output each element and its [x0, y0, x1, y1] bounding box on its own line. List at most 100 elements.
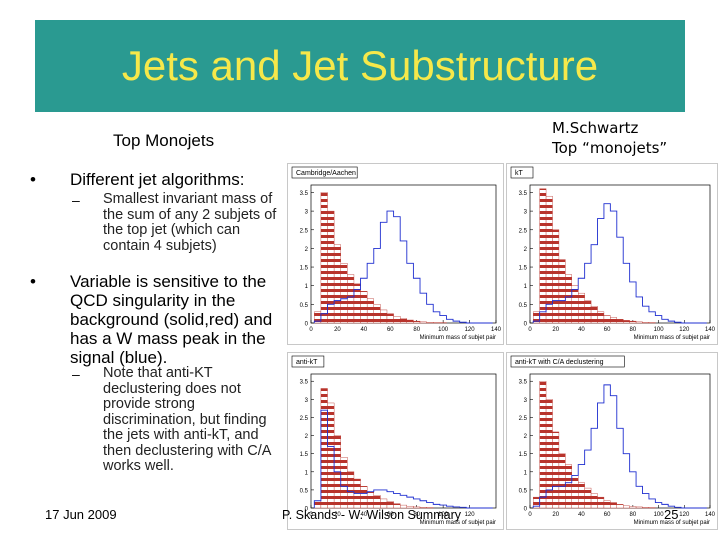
background-bar [380, 498, 388, 509]
y-tick-label: 1 [524, 284, 528, 290]
background-bar [552, 431, 560, 509]
bullet-1-text: Different jet algorithms: [70, 170, 245, 189]
y-tick-label: 3.5 [519, 191, 528, 197]
y-tick-label: 1 [305, 284, 309, 290]
x-tick-label: 60 [604, 512, 611, 518]
y-tick-label: 0.5 [519, 488, 528, 494]
footer-page-number: 25 [664, 507, 679, 522]
background-bar [610, 317, 617, 324]
bullet-marker-2: • [30, 272, 36, 291]
background-bar [360, 486, 368, 509]
x-tick-label: 20 [334, 512, 341, 518]
chart-label: kT [515, 170, 524, 177]
background-bar [380, 309, 388, 324]
background-bar [603, 500, 611, 509]
background-bar [629, 320, 637, 324]
x-tick-label: 60 [387, 327, 394, 333]
x-tick-label: 80 [630, 512, 637, 518]
background-bar [578, 482, 585, 509]
chart-panel-2: kT 0 0.5 1 1.5 2 2.5 3 3.5 0 20 40 60 80 100 120 140 Mini… [506, 163, 718, 345]
y-tick-label: 3 [524, 210, 528, 216]
background-bar [320, 192, 328, 324]
background-bar [590, 493, 598, 509]
background-bar [584, 300, 592, 324]
background-bar [327, 402, 335, 509]
x-tick-label: 60 [387, 512, 394, 518]
background-bar [642, 322, 650, 324]
chart-label-box [291, 355, 325, 368]
background-bar [571, 475, 579, 509]
y-tick-label: 1.5 [300, 266, 309, 272]
signal-line [532, 203, 707, 324]
background-bar [539, 188, 547, 324]
bullet-1-sub: Smallest invariant mass of the sum of an… [103, 191, 277, 254]
y-tick-label: 2.5 [300, 228, 309, 234]
x-tick-label: 40 [361, 327, 368, 333]
x-tick-label: 0 [528, 327, 532, 333]
background-bar [366, 298, 374, 324]
chart-label: anti-kT with C/A declustering [515, 359, 604, 366]
y-tick-label: 0 [305, 507, 309, 513]
credit-topic: Top “monojets” [552, 139, 668, 157]
x-tick-label: 20 [552, 512, 559, 518]
background-bar [360, 291, 368, 324]
y-tick-label: 2 [305, 434, 309, 440]
chart-label: Cambridge/Aachen [296, 170, 356, 177]
background-bar [347, 471, 355, 509]
x-tick-label: 20 [552, 327, 559, 333]
background-bar [616, 504, 624, 509]
y-tick-label: 2 [524, 434, 528, 440]
x-axis-label: Minimum mass of subjet pair [420, 520, 496, 526]
background-bar [314, 500, 322, 509]
background-bar [578, 292, 585, 324]
y-tick-label: 3 [305, 210, 309, 216]
y-tick-label: 2.5 [300, 416, 309, 422]
background-bar [393, 316, 401, 324]
background-bar [340, 457, 348, 509]
background-bar [603, 315, 611, 324]
y-tick-label: 1.5 [519, 266, 528, 272]
background-bar [366, 491, 374, 509]
y-tick-label: 0 [524, 507, 528, 513]
chart-panel-4: anti-kT with C/A declustering 0 0.5 1 1.5 2 2.… [506, 352, 718, 530]
slide-title: Jets and Jet Substructure [121, 42, 599, 89]
background-bar [320, 388, 328, 509]
background-bar [571, 285, 579, 324]
background-bar [565, 464, 572, 509]
x-tick-label: 80 [413, 327, 420, 333]
chart-label-box [510, 355, 625, 368]
y-tick-label: 1 [524, 470, 528, 476]
signal-line [313, 210, 493, 324]
y-tick-label: 3.5 [519, 380, 528, 386]
x-tick-label: 80 [413, 512, 420, 518]
background-bar [545, 399, 553, 509]
x-tick-label: 120 [679, 327, 690, 333]
x-tick-label: 140 [705, 512, 716, 518]
chart-panel-1: Cambridge/Aachen 0 0.5 1 1.5 2 2.5 3 3.5 0 20 40 60 8… [287, 163, 504, 345]
x-tick-label: 100 [654, 512, 665, 518]
x-axis-label: Minimum mass of subjet pair [634, 335, 710, 341]
signal-line [532, 384, 707, 509]
x-tick-label: 0 [528, 512, 532, 518]
chart-label-box [510, 166, 534, 179]
background-bar [333, 244, 341, 324]
x-tick-label: 0 [309, 512, 313, 518]
x-tick-label: 40 [361, 512, 368, 518]
x-tick-label: 0 [309, 327, 313, 333]
dash-marker-2: – [72, 366, 80, 382]
background-bar [406, 319, 414, 324]
y-tick-label: 0.5 [300, 488, 309, 494]
y-tick-label: 0.5 [300, 303, 309, 309]
bullet-marker-1: • [30, 170, 36, 189]
background-bar [584, 487, 592, 509]
x-tick-label: 140 [491, 327, 502, 333]
title-bar: Jets and Jet Substructure [35, 20, 685, 112]
y-tick-label: 2.5 [519, 228, 528, 234]
background-bar [413, 320, 421, 324]
chart-panel-3: anti-kT 0 0.5 1 1.5 2 2.5 3 3.5 0 20 40 60 80 100 120 Mi… [287, 352, 504, 530]
x-tick-label: 120 [465, 512, 476, 518]
bullet-2-text: Variable is sensitive to the QCD singula… [70, 272, 273, 367]
y-tick-label: 1.5 [519, 452, 528, 458]
background-bar [642, 507, 650, 509]
y-tick-label: 3 [524, 398, 528, 404]
